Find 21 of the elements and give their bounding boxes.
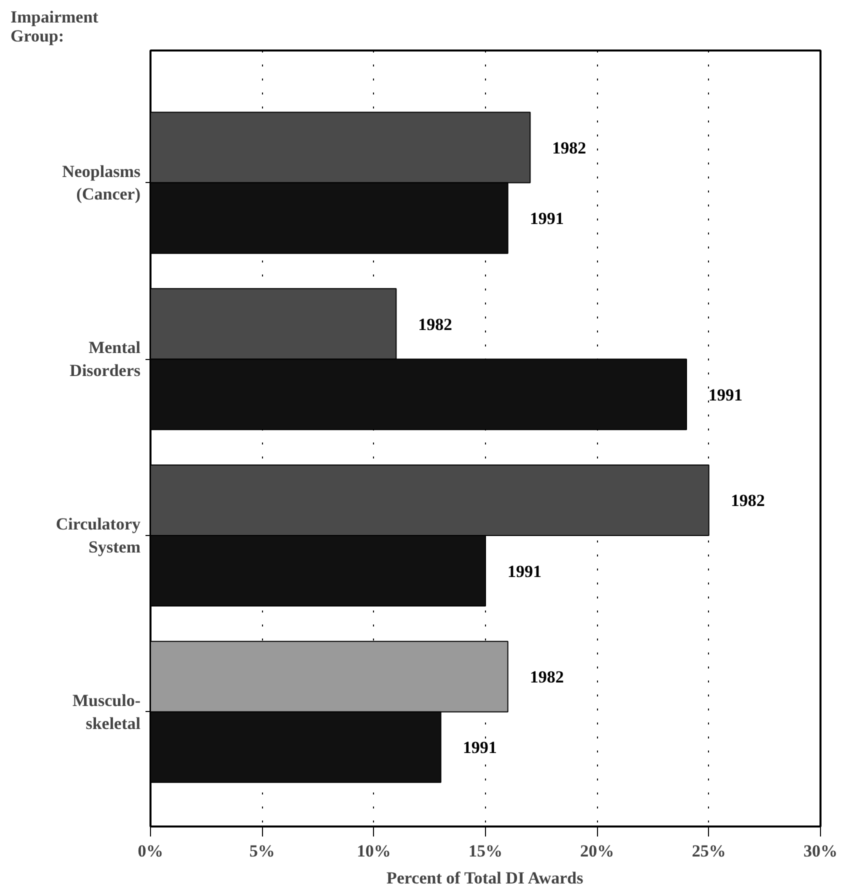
text: 1982 bbox=[730, 491, 765, 510]
y-tick-label: Neoplasms (Cancer) bbox=[62, 162, 141, 204]
y-tick-label: Circulatory System bbox=[56, 514, 141, 556]
y-tick-label: Musculo- skeletal bbox=[72, 690, 141, 733]
series-label: 1982 bbox=[552, 138, 586, 158]
text: 1991 bbox=[508, 562, 542, 581]
y-tick-label: Mental Disorders bbox=[70, 338, 141, 380]
text: 1982 bbox=[530, 668, 564, 687]
x-tick-label: 10% bbox=[356, 842, 391, 860]
y-axis-title: Impairment Group: bbox=[10, 8, 99, 46]
series-label: 1991 bbox=[708, 385, 742, 404]
text: 1991 bbox=[530, 209, 564, 228]
text: 1982 bbox=[418, 314, 452, 334]
text: 1991 bbox=[462, 738, 497, 758]
x-tick-label: 15% bbox=[468, 842, 502, 860]
x-tick-label: 5% bbox=[249, 842, 275, 860]
x-tick-label: 20% bbox=[580, 842, 614, 860]
x-tick-label: 30% bbox=[804, 842, 838, 860]
x-tick-label: 0% bbox=[138, 842, 164, 860]
x-axis-title: Percent of Total DI Awards bbox=[386, 868, 584, 888]
x-tick-label: 25% bbox=[692, 842, 726, 860]
